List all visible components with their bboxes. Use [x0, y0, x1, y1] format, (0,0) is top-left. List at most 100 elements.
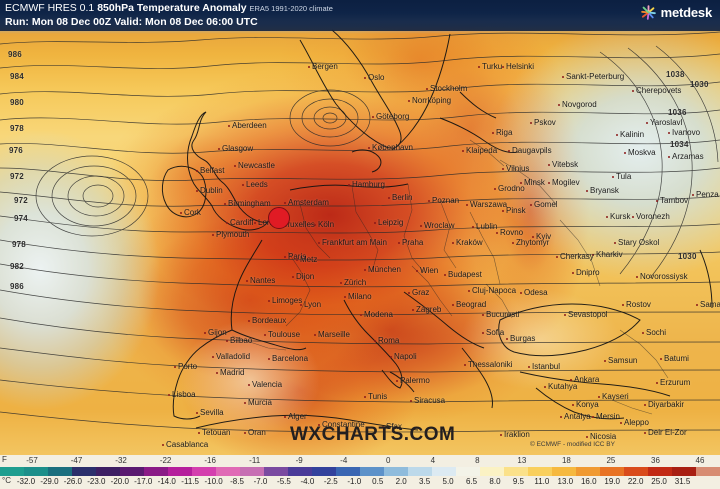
city-label: Zhytomyr	[511, 238, 550, 247]
color-swatch	[360, 467, 385, 476]
city-label: Zagreb	[411, 305, 442, 314]
city-label: Tula	[611, 172, 632, 181]
city-label: Constantine	[318, 420, 365, 429]
city-label: Turku	[477, 62, 503, 71]
city-label: Mersin	[591, 412, 621, 421]
celsius-tick: 0.5	[372, 477, 384, 486]
city-label: Helsinki	[501, 62, 535, 71]
city-label: Thessaloniki	[463, 360, 513, 369]
isobar-label: 972	[14, 196, 28, 205]
city-label: Roma	[373, 336, 400, 345]
color-swatch	[288, 467, 313, 476]
city-label: Oslo	[363, 73, 385, 82]
celsius-tick: 5.0	[442, 477, 454, 486]
color-scale-bar	[0, 467, 720, 476]
city-label: Lisboa	[168, 390, 196, 399]
chart-header: ECMWF HRES 0.1 850hPa Temperature Anomal…	[0, 0, 720, 31]
city-label: Wroclaw	[420, 221, 455, 230]
city-label: Kraków	[452, 238, 483, 247]
starburst-icon	[640, 5, 656, 20]
city-label: Bilbao	[225, 336, 253, 345]
celsius-tick: 31.5	[674, 477, 691, 486]
isobar-label: 1034	[670, 140, 689, 149]
city-label: Valencia	[247, 380, 283, 389]
fahrenheit-tick: 18	[561, 456, 571, 465]
fahrenheit-tick: 36	[651, 456, 660, 465]
city-label: Tambov	[655, 196, 689, 205]
fahrenheit-unit-label: F	[2, 455, 7, 464]
city-label: Siracusa	[409, 396, 446, 405]
fahrenheit-tick: -11	[249, 456, 261, 465]
color-scale: F -57 -47 -32 -22 -16 -11 -9 -4 0 4 8 13 18 25 36 46 °C…	[0, 455, 720, 489]
city-label: Kyiv	[531, 232, 552, 241]
celsius-tick: -14.0	[157, 477, 176, 486]
fahrenheit-tick: -9	[295, 456, 303, 465]
city-label: München	[364, 265, 401, 274]
celsius-tick: 8.0	[489, 477, 501, 486]
city-label: Birmingham	[224, 199, 271, 208]
isobar-label: 1036	[668, 108, 687, 117]
city-label: Praha	[397, 238, 424, 247]
weather-map-canvas[interactable]: 986 984 980 978 976 972 972 974 978 982 986 1038 103…	[0, 0, 720, 455]
fahrenheit-tick: 8	[475, 456, 480, 465]
city-label: Lyon	[299, 300, 322, 309]
color-swatch	[552, 467, 577, 476]
fahrenheit-tick: 46	[695, 456, 705, 465]
city-label: Kursk	[605, 212, 631, 221]
city-label: Budapest	[444, 270, 482, 279]
celsius-tick: 6.5	[465, 477, 478, 486]
city-label: Sevastopol	[564, 310, 608, 319]
city-label: Sevilla	[196, 408, 224, 417]
city-label: Aleppo	[620, 418, 649, 427]
city-label: Murcia	[243, 398, 273, 407]
city-label: Pinsk	[502, 206, 526, 215]
city-label: Yaroslavl	[645, 118, 683, 127]
city-label: Belfast	[195, 166, 225, 175]
color-swatch	[648, 467, 673, 476]
color-swatch	[48, 467, 73, 476]
data-attribution: © ECMWF - modified ICC BY	[530, 441, 615, 448]
fahrenheit-tick: 0	[386, 456, 391, 465]
city-label: Rovno	[495, 228, 524, 237]
location-marker[interactable]	[268, 207, 290, 229]
city-label: Cherkasy	[556, 252, 594, 261]
temperature-anomaly-cold-layer	[0, 0, 720, 455]
celsius-tick: -29.0	[40, 477, 59, 486]
color-swatch	[216, 467, 241, 476]
city-label: Erzurum	[655, 378, 691, 387]
city-label: Alger	[284, 412, 307, 421]
fahrenheit-tick: -16	[204, 456, 216, 465]
city-label: København	[368, 143, 413, 152]
color-swatch	[120, 467, 145, 476]
celsius-tick: -23.0	[87, 477, 106, 486]
celsius-unit-label: °C	[2, 476, 11, 485]
color-swatch	[480, 467, 505, 476]
city-label: Kutahya	[543, 382, 578, 391]
city-label: Burgas	[505, 334, 536, 343]
city-label: Daugavpils	[508, 146, 552, 155]
metdesk-logo[interactable]: metdesk	[640, 4, 712, 21]
fahrenheit-tick: -32	[115, 456, 127, 465]
color-swatch	[144, 467, 169, 476]
city-label: Beograd	[451, 300, 487, 309]
color-swatch	[192, 467, 217, 476]
city-label: Minsk	[520, 178, 545, 187]
celsius-tick: -20.0	[110, 477, 129, 486]
city-label: Tetouan	[197, 428, 231, 437]
city-label: Dublin	[196, 186, 223, 195]
city-label: Sochi	[641, 328, 667, 337]
color-swatch	[432, 467, 457, 476]
city-label: Samara	[695, 300, 720, 309]
chart-title: ECMWF HRES 0.1 850hPa Temperature Anomal…	[5, 2, 333, 14]
celsius-tick: -26.0	[63, 477, 83, 486]
city-label: Sankt-Peterburg	[561, 72, 625, 81]
color-swatch	[576, 467, 601, 476]
city-label: Napoli	[390, 352, 417, 361]
city-label: Amsterdam	[284, 198, 329, 207]
city-label: Valladolid	[211, 352, 251, 361]
city-label: Dijon	[291, 272, 315, 281]
city-label: Nicosia	[585, 432, 617, 441]
celsius-tick: 19.0	[604, 477, 620, 486]
city-label: Hamburg	[348, 180, 385, 189]
city-label: Palermo	[396, 376, 430, 385]
